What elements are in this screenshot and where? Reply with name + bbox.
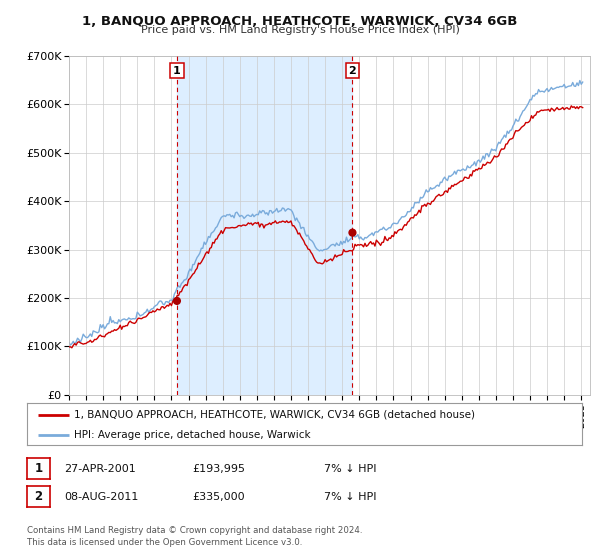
Text: 7% ↓ HPI: 7% ↓ HPI: [324, 492, 377, 502]
Text: Price paid vs. HM Land Registry's House Price Index (HPI): Price paid vs. HM Land Registry's House …: [140, 25, 460, 35]
Point: [347, 228, 357, 237]
Text: 1: 1: [34, 462, 43, 475]
Text: 1, BANQUO APPROACH, HEATHCOTE, WARWICK, CV34 6GB (detached house): 1, BANQUO APPROACH, HEATHCOTE, WARWICK, …: [74, 410, 475, 420]
Text: 2: 2: [349, 66, 356, 76]
Text: Contains HM Land Registry data © Crown copyright and database right 2024.: Contains HM Land Registry data © Crown c…: [27, 526, 362, 535]
Text: £193,995: £193,995: [192, 464, 245, 474]
Text: 1, BANQUO APPROACH, HEATHCOTE, WARWICK, CV34 6GB: 1, BANQUO APPROACH, HEATHCOTE, WARWICK, …: [82, 15, 518, 27]
Text: 2: 2: [34, 490, 43, 503]
Text: 08-AUG-2011: 08-AUG-2011: [64, 492, 139, 502]
Text: This data is licensed under the Open Government Licence v3.0.: This data is licensed under the Open Gov…: [27, 538, 302, 547]
Bar: [177, 56, 352, 395]
Point: [172, 296, 182, 305]
Text: £335,000: £335,000: [192, 492, 245, 502]
Text: 7% ↓ HPI: 7% ↓ HPI: [324, 464, 377, 474]
Text: HPI: Average price, detached house, Warwick: HPI: Average price, detached house, Warw…: [74, 430, 311, 440]
Text: 1: 1: [173, 66, 181, 76]
Text: 27-APR-2001: 27-APR-2001: [64, 464, 136, 474]
